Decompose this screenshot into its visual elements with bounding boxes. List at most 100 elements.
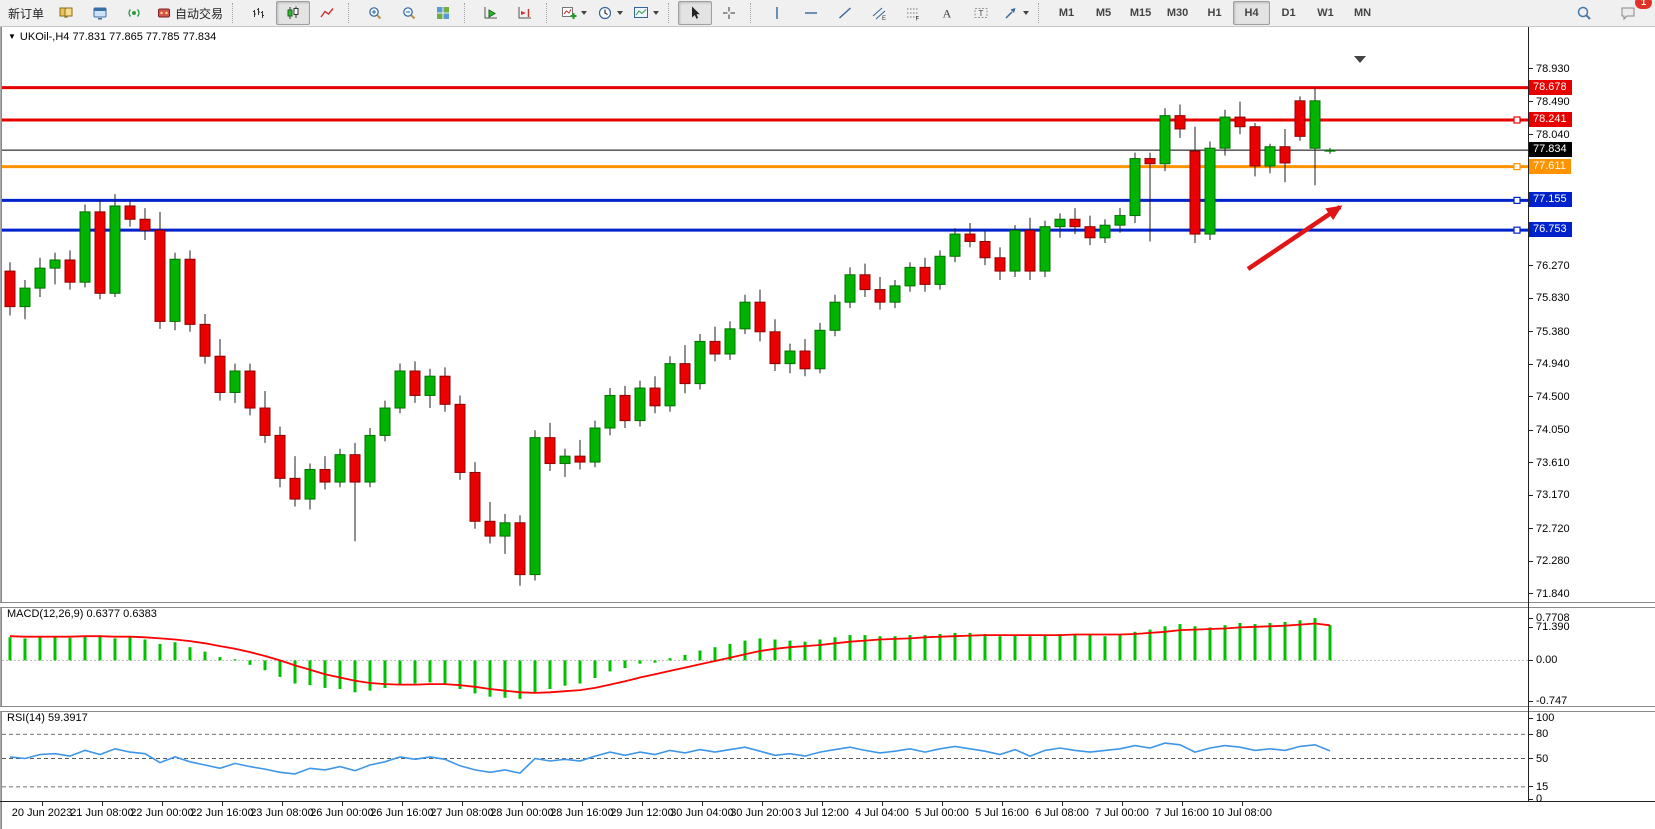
auto-scroll-button[interactable] (474, 1, 508, 25)
vertical-line-icon (769, 5, 785, 21)
text-icon: A (939, 5, 955, 21)
chart-shift-icon (517, 5, 533, 21)
price-tag-78.678: 78.678 (1529, 79, 1572, 95)
toolbar-separator (668, 3, 675, 23)
channel-tool-button[interactable]: E (862, 1, 896, 25)
arrows-tool-button[interactable] (998, 1, 1034, 25)
text-tool-button[interactable]: A (930, 1, 964, 25)
time-tick (1122, 802, 1123, 806)
toolbar-separator (750, 3, 757, 23)
toolbar-separator (348, 3, 355, 23)
zoom-out-button[interactable] (392, 1, 426, 25)
time-label: 30 Jun 20:00 (730, 807, 794, 819)
market-watch-button[interactable] (49, 1, 83, 25)
timeframe-w1[interactable]: W1 (1317, 7, 1334, 19)
label-tool-button[interactable]: T (964, 1, 998, 25)
axis-tick-label: 100 (1529, 711, 1554, 725)
notifications-button[interactable]: 1 (1611, 0, 1652, 25)
time-axis[interactable]: 20 Jun 2023 21 Jun 08:00 22 Jun 00:00 22 Ju… (2, 802, 1528, 829)
timeframe-m5[interactable]: M5 (1095, 7, 1112, 19)
price-axis-border (1528, 27, 1529, 801)
chevron-down-icon (653, 11, 660, 15)
axis-tick-label: 74.940 (1529, 357, 1570, 371)
tile-windows-button[interactable] (426, 1, 460, 25)
axis-tick-label: 75.830 (1529, 291, 1570, 305)
axis-tick-label: 78.490 (1529, 95, 1570, 109)
rsi-line (9, 742, 1331, 775)
chart-stage: ▼ UKOil-,H4 77.831 77.865 77.785 77.834 M… (0, 27, 1655, 829)
chat-bubble-icon (1620, 5, 1636, 21)
candles (4, 87, 1336, 586)
zoom-in-button[interactable] (358, 1, 392, 25)
svg-text:A: A (943, 7, 952, 21)
crosshair-tool-button[interactable] (712, 1, 746, 25)
main-chart-pane[interactable] (2, 55, 1528, 629)
price-tag-76.753: 76.753 (1529, 222, 1572, 238)
periods-button[interactable] (592, 1, 628, 25)
fibonacci-tool-button[interactable]: F (896, 1, 930, 25)
timeframe-m15[interactable]: M15 (1129, 7, 1152, 19)
time-label: 29 Jun 12:00 (610, 807, 674, 819)
cursor-tool-button[interactable] (678, 1, 713, 25)
horizontal-line-tool-button[interactable] (794, 1, 828, 25)
timeframe-mn[interactable]: MN (1353, 7, 1372, 19)
time-label: 6 Jul 08:00 (1035, 807, 1089, 819)
time-tick (282, 802, 283, 806)
search-button[interactable] (1567, 1, 1601, 25)
svg-text:E: E (882, 16, 886, 21)
trendline-tool-button[interactable] (828, 1, 862, 25)
time-label: 28 Jun 00:00 (490, 807, 554, 819)
toolbar: 新订单 自动交易 E F A T M1 M5 M15 M30 H1 H4 D1 W1 MN (0, 0, 1655, 27)
templates-button[interactable] (628, 1, 664, 25)
trendline-icon (837, 5, 853, 21)
hline-76.753[interactable] (2, 226, 1528, 234)
price-axis[interactable]: 78.93078.49078.04077.60077.16076.71076.2… (1529, 27, 1655, 829)
rsi-label: RSI(14) 59.3917 (7, 712, 88, 724)
time-tick (1002, 802, 1003, 806)
autotrade-button[interactable]: 自动交易 (151, 1, 228, 25)
monitor-icon (92, 5, 108, 21)
timeframe-m1[interactable]: M1 (1058, 7, 1075, 19)
symbol-dropdown-icon[interactable]: ▼ (8, 32, 16, 41)
chart-shift-button[interactable] (508, 1, 542, 25)
candlestick-icon (285, 5, 301, 21)
time-tick (402, 802, 403, 806)
time-label: 21 Jun 08:00 (70, 807, 134, 819)
time-axis-border (0, 801, 1655, 802)
pane-divider[interactable] (0, 706, 1655, 712)
broadcast-icon (126, 5, 142, 21)
axis-tick-label: 80 (1529, 727, 1548, 741)
bar-chart-button[interactable] (242, 1, 276, 25)
line-chart-button[interactable] (310, 1, 344, 25)
indicators-button[interactable] (556, 1, 592, 25)
line-chart-icon (319, 5, 335, 21)
timeframe-h1[interactable]: H1 (1207, 7, 1222, 19)
macd-pane[interactable] (2, 606, 1528, 706)
new-order-button[interactable]: 新订单 (3, 1, 49, 25)
vertical-line-tool-button[interactable] (760, 1, 794, 25)
time-tick (462, 802, 463, 806)
trend-arrow[interactable] (1246, 205, 1343, 271)
axis-tick-label: 78.040 (1529, 128, 1570, 142)
bar-chart-icon (251, 5, 267, 21)
timeframe-m30[interactable]: M30 (1166, 7, 1189, 19)
axis-tick-label: 15 (1529, 780, 1548, 794)
hline-77.155[interactable] (2, 196, 1528, 204)
axis-tick-label: 71.390 (1529, 620, 1570, 634)
candlestick-chart-button[interactable] (276, 1, 311, 25)
timeframe-d1[interactable]: D1 (1281, 7, 1296, 19)
timeframe-h4[interactable]: H4 (1233, 1, 1271, 25)
time-tick (42, 802, 43, 806)
time-tick (1242, 802, 1243, 806)
hline-77.611[interactable] (2, 163, 1528, 171)
chart-shift-marker[interactable] (1354, 56, 1366, 63)
pane-divider[interactable] (0, 602, 1655, 608)
data-window-button[interactable] (83, 1, 117, 25)
time-tick (102, 802, 103, 806)
signals-button[interactable] (117, 1, 151, 25)
time-tick (1062, 802, 1063, 806)
rsi-pane[interactable] (2, 710, 1528, 801)
hline-78.241[interactable] (2, 116, 1528, 124)
time-tick (222, 802, 223, 806)
price-tag-78.241: 78.241 (1529, 111, 1572, 127)
